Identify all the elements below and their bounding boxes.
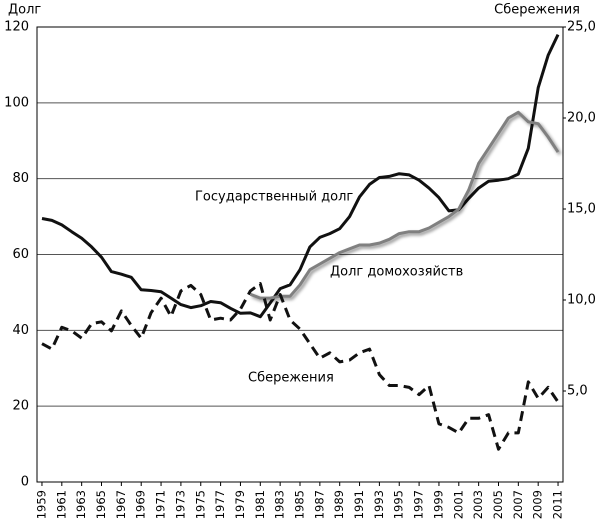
x-tick-label: 1989 bbox=[332, 490, 346, 519]
x-tick-label: 1999 bbox=[431, 490, 445, 519]
series-label: Долг домохозяйств bbox=[330, 265, 463, 280]
y2-tick-label: 15,0 bbox=[567, 202, 596, 217]
y-tick-label: 20 bbox=[12, 399, 29, 414]
series-label: Государственный долг bbox=[195, 190, 353, 205]
x-tick-label: 1975 bbox=[193, 490, 207, 519]
y-tick-label: 40 bbox=[12, 323, 29, 338]
y-tick-label: 80 bbox=[12, 171, 29, 186]
series-label: Сбережения bbox=[248, 371, 334, 386]
series-line bbox=[41, 33, 560, 319]
series-line bbox=[249, 110, 560, 300]
y2-tick-label: 25,0 bbox=[567, 20, 596, 35]
y-tick-label: 60 bbox=[12, 247, 29, 262]
x-tick-label: 1971 bbox=[154, 490, 168, 519]
x-tick-label: 1997 bbox=[412, 490, 426, 519]
x-tick-label: 1981 bbox=[253, 490, 267, 519]
x-tick-label: 1987 bbox=[312, 490, 326, 519]
x-tick-label: 1985 bbox=[293, 490, 307, 519]
y2-tick-label: 10,0 bbox=[567, 293, 596, 308]
y-tick-label: 120 bbox=[4, 20, 29, 35]
y2-tick-label: 20,0 bbox=[567, 111, 596, 126]
y2-axis-label: Сбережения bbox=[494, 3, 580, 18]
x-tick-label: 1961 bbox=[54, 490, 68, 519]
x-tick-label: 1959 bbox=[34, 490, 48, 519]
x-tick-label: 1973 bbox=[173, 490, 187, 519]
x-tick-label: 1969 bbox=[134, 490, 148, 519]
x-tick-label: 1979 bbox=[233, 490, 247, 519]
x-tick-label: 1965 bbox=[94, 490, 108, 519]
x-tick-label: 1963 bbox=[74, 490, 88, 519]
x-tick-label: 1983 bbox=[273, 490, 287, 519]
x-tick-label: 1993 bbox=[372, 490, 386, 519]
y-tick-label: 100 bbox=[4, 95, 29, 110]
y-tick-label: 0 bbox=[21, 475, 29, 490]
x-tick-label: 1977 bbox=[213, 490, 227, 519]
y-axis-label: Долг bbox=[8, 3, 41, 18]
x-tick-label: 2009 bbox=[531, 490, 545, 519]
x-tick-label: 2007 bbox=[511, 490, 525, 519]
x-tick-label: 1967 bbox=[114, 490, 128, 519]
x-tick-label: 2003 bbox=[471, 490, 485, 519]
series-line bbox=[41, 282, 560, 451]
x-tick-label: 2011 bbox=[551, 490, 565, 519]
x-tick-label: 2005 bbox=[491, 490, 505, 519]
x-tick-label: 2001 bbox=[451, 490, 465, 519]
x-tick-label: 1991 bbox=[352, 490, 366, 519]
y2-tick-label: 5,0 bbox=[567, 384, 588, 399]
x-tick-label: 1995 bbox=[392, 490, 406, 519]
